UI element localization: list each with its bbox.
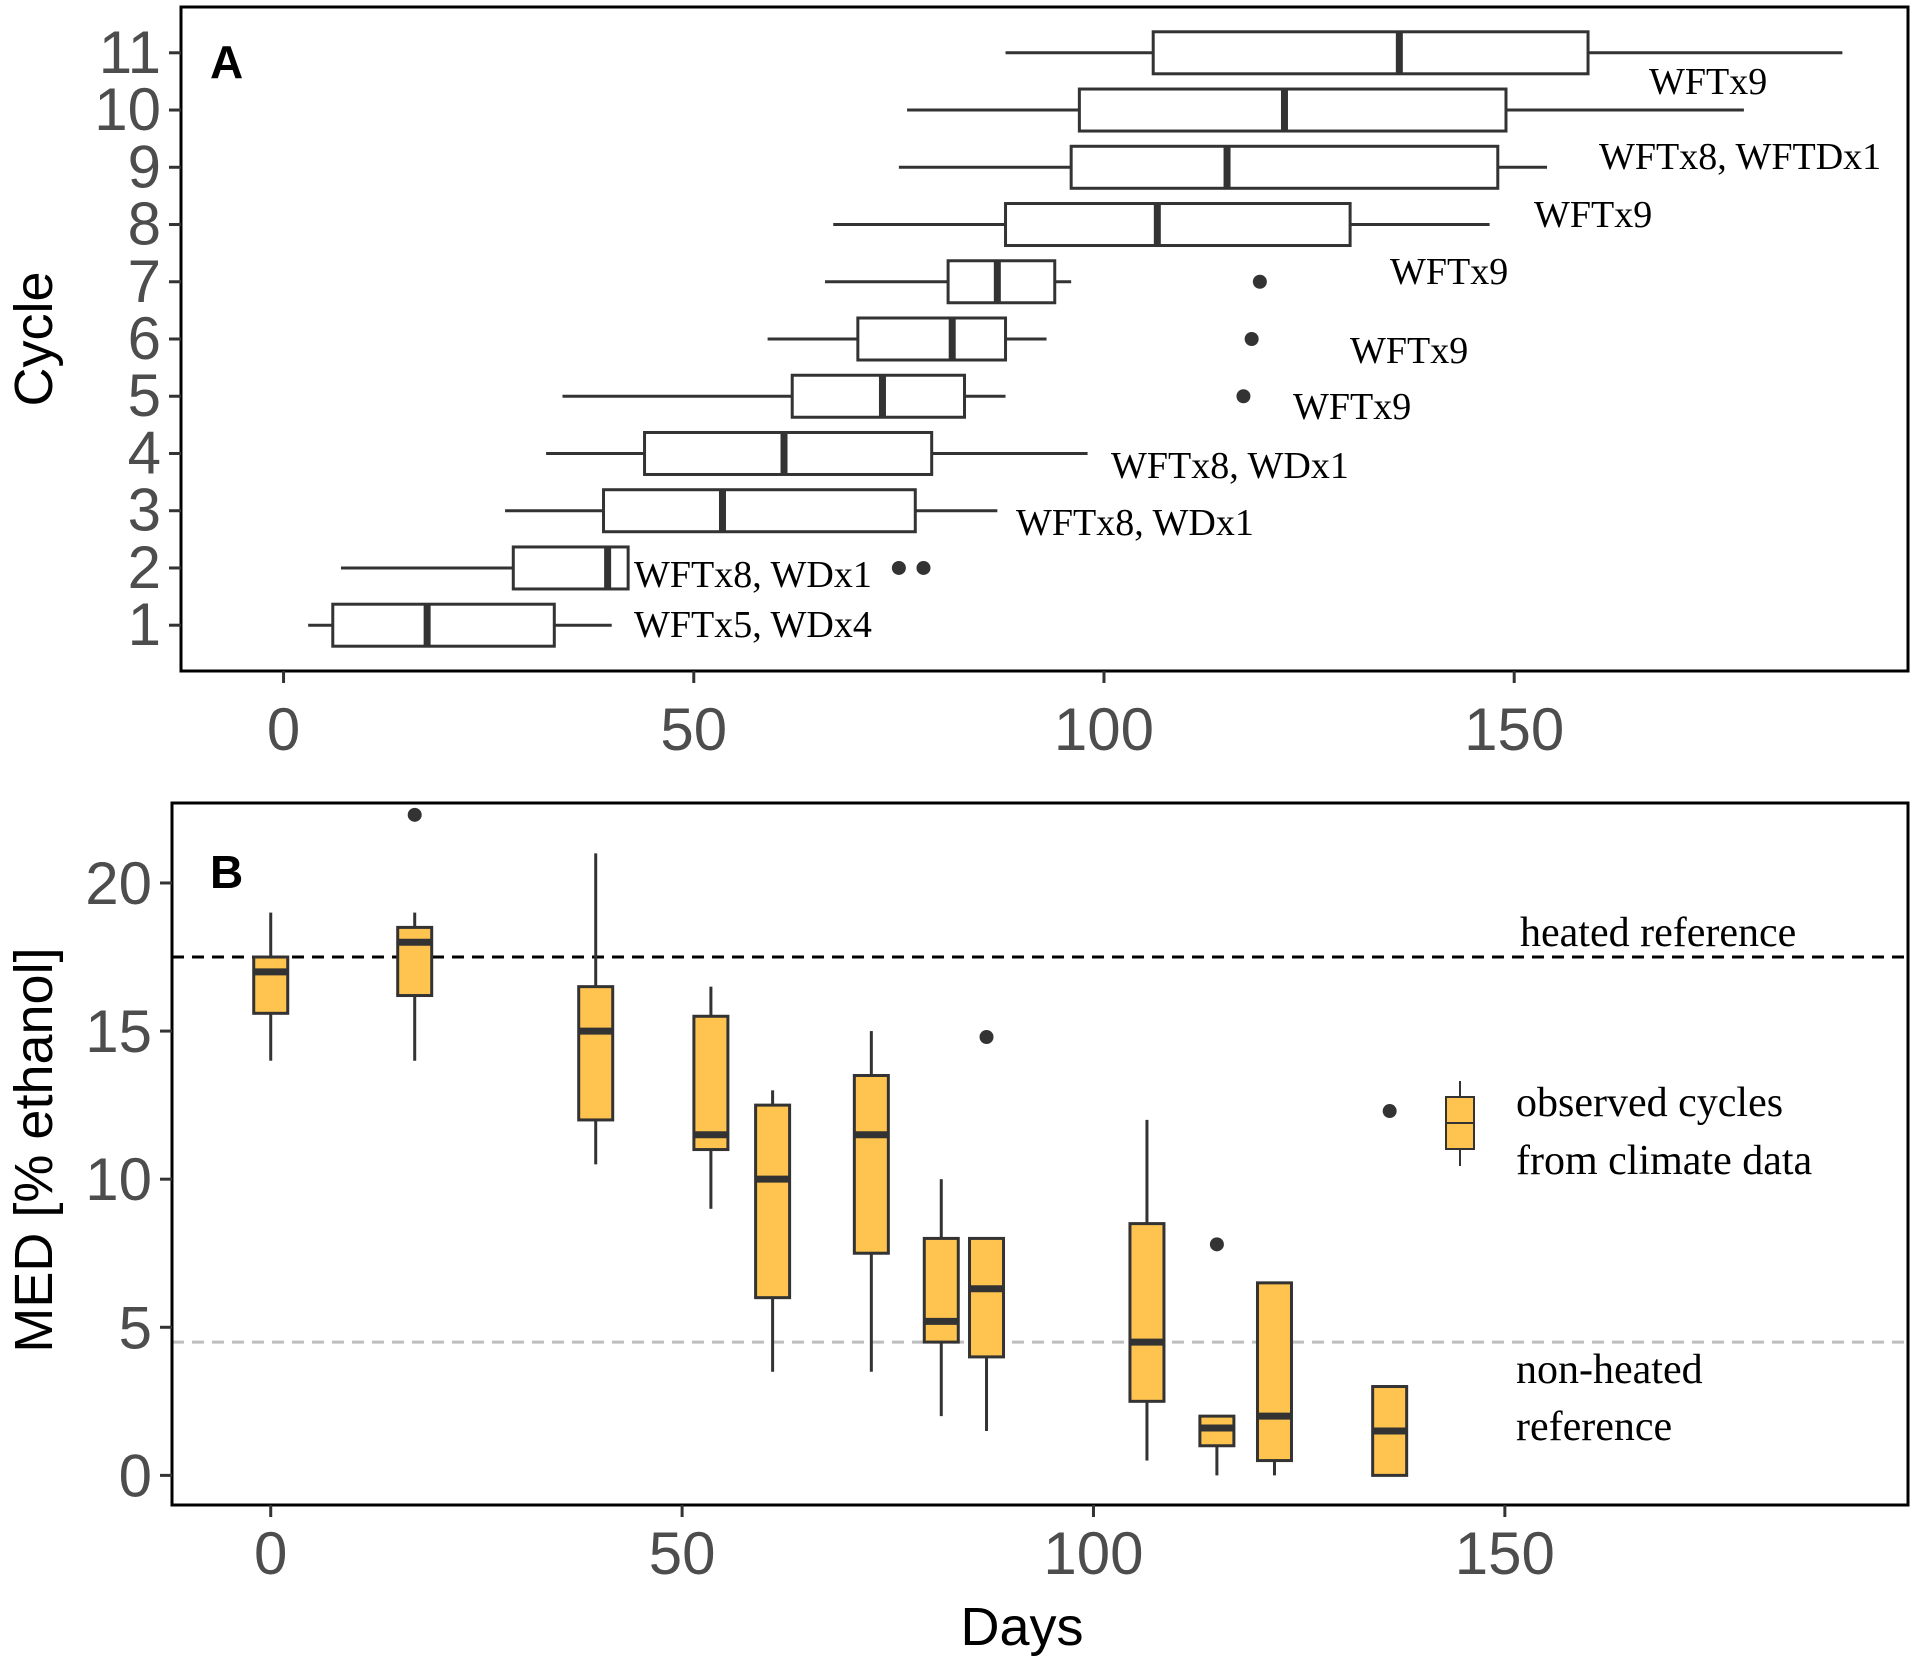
box-cycle-4	[643, 430, 934, 476]
box-annotation: WFTx9	[1649, 61, 1767, 103]
box-cycle-9	[1069, 144, 1500, 190]
x-tick-label: 100	[1043, 1520, 1143, 1587]
box-cycle-3	[602, 488, 917, 534]
outlier-point	[1209, 1237, 1224, 1252]
box-annotation: WFTx5, WDx4	[634, 604, 872, 646]
box-day-61	[754, 1103, 792, 1300]
outlier-point	[407, 807, 422, 822]
panel-a: A WFTx5, WDx4 WFTx8, WDx1 WFTx8, WDx1 WFTx8,…	[4, 5, 1910, 763]
outlier-point	[916, 560, 931, 575]
panel-b-label: B	[210, 846, 243, 898]
y-tick-label: 7	[128, 248, 161, 315]
box-annotation: WFTx9	[1534, 194, 1652, 236]
legend-label-line2: from climate data	[1516, 1138, 1813, 1184]
y-tick-label: 3	[128, 477, 161, 544]
y-tick-label: 5	[128, 362, 161, 429]
x-tick-label: 50	[660, 696, 727, 763]
x-tick-label: 150	[1464, 696, 1564, 763]
outlier-point	[891, 560, 906, 575]
box-annotation: WFTx9	[1293, 386, 1411, 428]
box-cycle-8	[1004, 202, 1352, 248]
box-cycle-7	[946, 259, 1057, 305]
panel-b-border	[170, 801, 1910, 1507]
outlier-point	[1252, 274, 1267, 289]
box-cycle-10	[1077, 87, 1508, 133]
y-tick-label: 8	[128, 191, 161, 258]
box-cycle-5	[790, 373, 967, 419]
x-tick-label: 0	[254, 1520, 287, 1587]
box-day-17.5	[396, 925, 434, 998]
box-day-73	[852, 1074, 890, 1255]
x-tick-label: 0	[267, 696, 300, 763]
outlier-point	[1382, 1104, 1397, 1119]
box-annotation: WFTx9	[1350, 330, 1468, 372]
box-day-106.5	[1128, 1222, 1166, 1403]
box-day-53.5	[692, 1014, 730, 1152]
box-day-81.5	[922, 1236, 960, 1344]
legend-label-line1: observed cycles	[1516, 1080, 1783, 1126]
x-tick-label: 100	[1054, 696, 1154, 763]
y-tick-label: 20	[85, 850, 152, 917]
x-tick-label: 50	[649, 1520, 716, 1587]
box-annotation: WFTx8, WDx1	[1111, 445, 1349, 487]
heated-reference-label: heated reference	[1520, 910, 1796, 956]
outlier-point	[1236, 389, 1251, 404]
x-tick-label: 150	[1455, 1520, 1555, 1587]
box-cycle-1	[331, 602, 556, 648]
non-heated-reference-label-2: reference	[1516, 1404, 1672, 1450]
y-tick-label: 0	[119, 1442, 152, 1509]
box-day-0	[252, 955, 290, 1015]
y-tick-label: 10	[85, 1146, 152, 1213]
box-day-39.5	[577, 985, 615, 1122]
y-axis-title: MED [% ethanol]	[4, 947, 64, 1352]
y-tick-label: 4	[128, 419, 161, 486]
outlier-point	[1244, 332, 1259, 346]
y-tick-label: 11	[99, 19, 161, 86]
y-tick-label: 15	[85, 998, 152, 1065]
y-axis-title: Cycle	[4, 271, 64, 406]
box-annotation: WFTx9	[1390, 251, 1508, 293]
non-heated-reference-label: non-heated	[1516, 1347, 1703, 1393]
y-tick-label: 9	[128, 133, 161, 200]
box-cycle-6	[856, 316, 1008, 362]
y-tick-label: 2	[128, 534, 161, 601]
box-annotation: WFTx8, WDx1	[634, 554, 872, 596]
y-tick-label: 1	[128, 591, 161, 658]
y-tick-label: 5	[119, 1294, 152, 1361]
y-tick-label: 10	[94, 76, 161, 143]
panel-a-label: A	[210, 36, 243, 88]
box-annotation: WFTx8, WFTDx1	[1599, 136, 1881, 178]
box-annotation: WFTx8, WDx1	[1016, 502, 1254, 544]
y-tick-label: 6	[128, 305, 161, 372]
x-axis-title: Days	[960, 1597, 1083, 1657]
box-cycle-11	[1151, 30, 1590, 76]
box-day-87	[968, 1236, 1006, 1359]
box-day-122	[1255, 1281, 1293, 1463]
outlier-point	[979, 1030, 994, 1044]
